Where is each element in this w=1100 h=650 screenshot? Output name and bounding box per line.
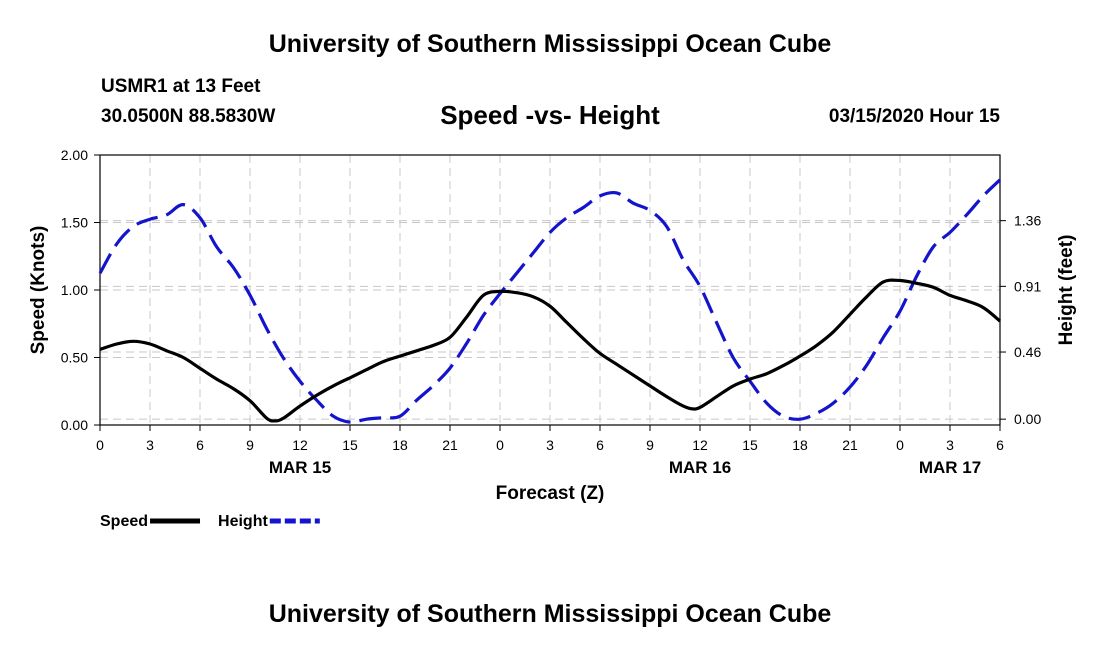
speed-series-line (99, 278, 1002, 423)
forecast-datetime: 03/15/2020 Hour 15 (828, 106, 1000, 127)
y2-tick-label: 0.46 (1014, 344, 1041, 360)
x-tick-label: 15 (742, 437, 758, 453)
x-tick-label: 12 (292, 437, 308, 453)
x-tick-label: 18 (792, 437, 808, 453)
x-tick-label: 3 (146, 437, 154, 453)
x-tick-label: 21 (842, 437, 858, 453)
y-tick-label: 1.50 (61, 215, 88, 231)
x-tick-label: 15 (342, 437, 358, 453)
x-tick-label: 12 (692, 437, 708, 453)
x-tick-label: 21 (442, 437, 458, 453)
x-tick-label: 0 (496, 437, 504, 453)
x-tick-label: 3 (946, 437, 954, 453)
footer-title: University of Southern Mississippi Ocean… (268, 600, 832, 628)
height-series-line (98, 178, 1002, 424)
y-axis-title: Speed (Knots) (28, 226, 49, 355)
x-tick-label: 18 (392, 437, 408, 453)
y-tick-label: 1.00 (61, 282, 88, 298)
x-tick-label: 6 (596, 437, 604, 453)
y2-tick-label: 1.36 (1014, 213, 1041, 229)
y2-tick-label: 0.91 (1014, 278, 1041, 294)
y2-axis-title: Height (feet) (1056, 235, 1077, 346)
chart-main-title: University of Southern Mississippi Ocean… (268, 30, 832, 58)
x-tick-label: 0 (896, 437, 904, 453)
y-tick-label: 0.00 (61, 417, 88, 433)
date-label: MAR 16 (669, 458, 731, 477)
y-tick-label: 0.50 (61, 350, 88, 366)
x-tick-label: 9 (646, 437, 654, 453)
station-label: USMR1 at 13 Feet (101, 76, 261, 97)
x-tick-label: 3 (546, 437, 554, 453)
y2-tick-label: 0.00 (1014, 411, 1041, 427)
x-tick-label: 0 (96, 437, 104, 453)
legend-label-speed: Speed (100, 513, 148, 530)
date-label: MAR 15 (269, 458, 331, 477)
legend-label-height: Height (218, 513, 268, 530)
chart-subtitle: Speed -vs- Height (440, 100, 660, 130)
date-label: MAR 17 (919, 458, 981, 477)
x-tick-label: 6 (196, 437, 204, 453)
x-axis-title: Forecast (Z) (496, 483, 605, 504)
x-tick-label: 6 (996, 437, 1004, 453)
coordinates-label: 30.0500N 88.5830W (101, 106, 276, 127)
x-tick-label: 9 (246, 437, 254, 453)
y-tick-label: 2.00 (61, 147, 88, 163)
